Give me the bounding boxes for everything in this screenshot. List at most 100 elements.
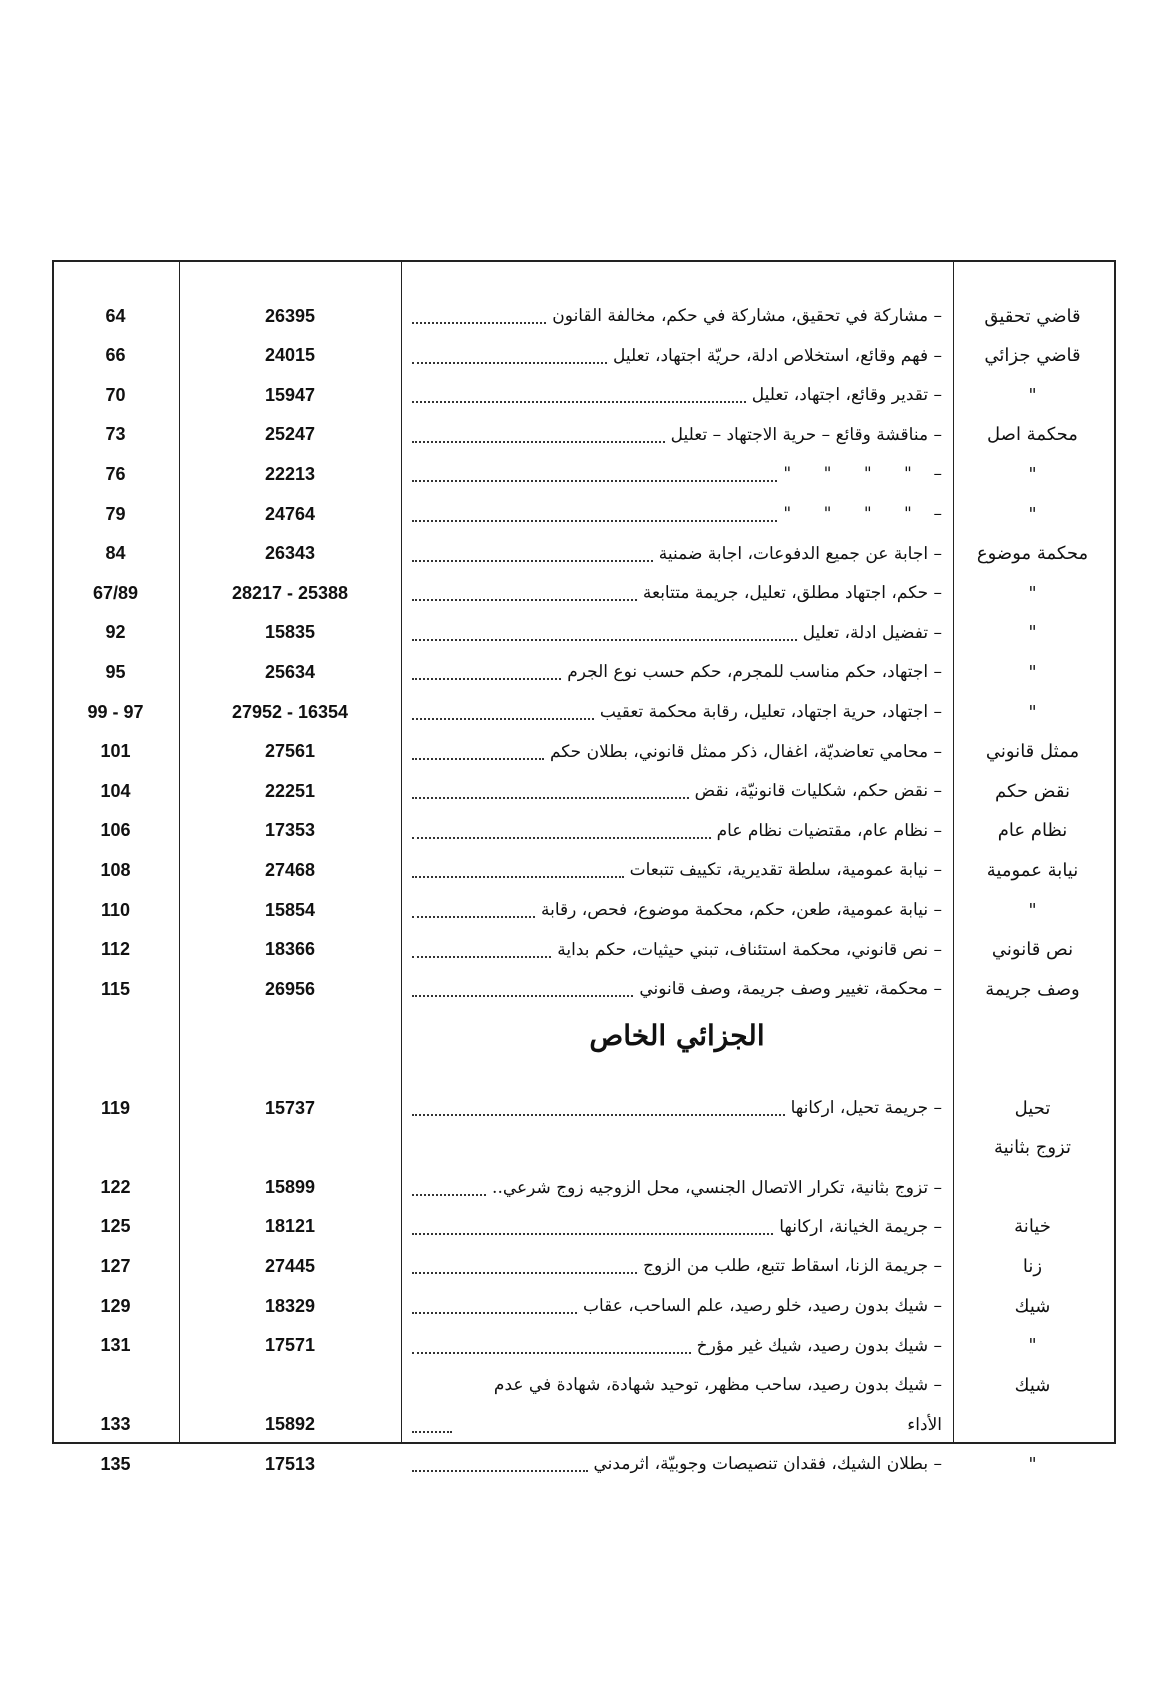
dot-leader (412, 1351, 691, 1354)
description: – نقض حكم، شكليات قانونيّة، نقض (412, 771, 942, 811)
page-number: 66 (105, 345, 126, 366)
column-rule (401, 260, 402, 1444)
keyword: تزوج بثانية (994, 1137, 1071, 1159)
case-number: 17571 (264, 1335, 316, 1356)
description-text: – نيابة عمومية، طعن، حكم، محكمة موضوع، ف… (541, 900, 942, 920)
case-number: 18121 (264, 1216, 316, 1237)
description: – حكم، اجتهاد مطلق، تعليل، جريمة متتابعة (412, 573, 942, 613)
case-number: 15835 (264, 622, 316, 643)
page-number: 106 (100, 820, 131, 841)
dot-leader (412, 322, 547, 324)
page-number: 73 (105, 424, 126, 445)
dot-leader (412, 718, 594, 720)
case-number: 25247 (264, 424, 316, 445)
description-text: – شيك بدون رصيد، خلو رصيد، علم الساحب، ع… (582, 1296, 942, 1316)
page-number: 131 (100, 1335, 131, 1356)
page-number: 79 (105, 503, 126, 524)
description: – فهم وقائع، استخلاص ادلة، حريّة اجتهاد،… (412, 336, 942, 376)
section-title: الجزائي الخاص (589, 1018, 765, 1052)
description: – جريمة تحيل، اركانها (412, 1088, 942, 1128)
column-rule (953, 260, 954, 1444)
keyword: " (1028, 701, 1037, 723)
keyword: " (1028, 582, 1037, 604)
case-number: 25634 (264, 661, 316, 682)
case-number: 22251 (264, 780, 316, 801)
description-text: – نقض حكم، شكليات قانونيّة، نقض (694, 781, 942, 802)
description: – شيك بدون رصيد، ساحب مظهر، توحيد شهادة،… (412, 1365, 942, 1445)
keyword: محكمة موضوع (976, 543, 1089, 565)
page-number: 70 (105, 384, 126, 405)
case-number: 28217 - 25388 (231, 582, 349, 603)
description-text: – اجتهاد، حكم مناسب للمجرم، حكم حسب نوع … (567, 662, 942, 683)
keyword: " (1028, 503, 1037, 525)
keyword: خيانة (1014, 1216, 1051, 1238)
description: – نيابة عمومية، سلطة تقديرية، تكييف تتبع… (412, 850, 942, 890)
description-text: – فهم وقائع، استخلاص ادلة، حريّة اجتهاد،… (613, 345, 942, 366)
page-number: 122 (100, 1176, 131, 1197)
page-number: 76 (105, 463, 126, 484)
description-text: – جريمة الخيانة، اركانها (779, 1216, 942, 1237)
page-number: 127 (100, 1255, 131, 1276)
case-number: 27445 (264, 1255, 316, 1276)
case-number: 24015 (264, 345, 316, 366)
page-number: 129 (100, 1295, 131, 1316)
description: – شيك بدون رصيد، شيك غير مؤرخ (412, 1326, 942, 1366)
dot-leader (412, 1470, 588, 1473)
page-number: 133 (100, 1414, 131, 1435)
case-number: 27952 - 16354 (231, 701, 349, 722)
keyword: " (1028, 1335, 1037, 1357)
description-text: – " " " " (783, 504, 942, 524)
page-number: 99 - 97 (87, 701, 144, 722)
case-number: 18329 (264, 1295, 316, 1316)
description: – " " " " (412, 454, 942, 494)
keyword: " (1028, 463, 1037, 485)
description: – تزوج بثانية، تكرار الاتصال الجنسي، محل… (412, 1128, 942, 1208)
description: – مشاركة في تحقيق، مشاركة في حكم، مخالفة… (412, 296, 942, 336)
description: – تقدير وقائع، اجتهاد، تعليل (412, 375, 942, 415)
page-number: 115 (100, 978, 131, 999)
dot-leader (412, 876, 624, 879)
case-number: 15892 (264, 1414, 316, 1435)
description-text: – جريمة تحيل، اركانها (790, 1098, 942, 1118)
case-number: 22213 (264, 463, 316, 484)
dot-leader (412, 955, 552, 958)
description: – نظام عام، مقتضيات نظام عام (412, 811, 942, 851)
description: – جريمة الزنا، اسقاط تتبع، طلب من الزوج (412, 1246, 942, 1286)
dot-leader (412, 1312, 577, 1314)
description: – " " " " (412, 494, 942, 534)
dot-leader (412, 836, 711, 839)
dot-leader (412, 440, 665, 443)
keyword: نقض حكم (995, 780, 1070, 802)
case-number: 26956 (264, 978, 316, 999)
description-text: – محكمة، تغيير وصف جريمة، وصف قانوني (639, 979, 942, 1000)
keyword: " (1028, 1453, 1037, 1475)
description-text: – تفضيل ادلة، تعليل (802, 622, 942, 643)
description-text: – " " " " (783, 464, 942, 485)
keyword: " (1028, 622, 1037, 644)
page-number: 92 (105, 622, 126, 643)
case-number: 26395 (264, 305, 316, 326)
case-number: 15854 (264, 899, 316, 920)
dot-leader (412, 599, 637, 602)
dot-leader (412, 995, 634, 998)
page-number: 110 (100, 899, 131, 920)
description: – محامي تعاضديّة، اغفال، ذكر ممثل قانوني… (412, 732, 942, 772)
dot-leader (412, 480, 778, 483)
dot-leader (412, 520, 778, 522)
page-number: 135 (100, 1453, 131, 1474)
description: – نيابة عمومية، طعن، حكم، محكمة موضوع، ف… (412, 890, 942, 930)
dot-leader (412, 757, 544, 760)
dot-leader (412, 1431, 452, 1434)
keyword: قاضي تحقيق (984, 305, 1081, 327)
dot-leader (412, 678, 562, 681)
dot-leader (412, 797, 689, 800)
description-text: – حكم، اجتهاد مطلق، تعليل، جريمة متتابعة (642, 583, 942, 604)
column-rule (179, 260, 180, 1444)
dot-leader (412, 361, 608, 364)
case-number: 18366 (264, 939, 316, 960)
case-number: 17513 (264, 1453, 316, 1474)
case-number: 26343 (264, 543, 316, 564)
dot-leader (412, 1114, 785, 1116)
page-number: 95 (105, 661, 126, 682)
